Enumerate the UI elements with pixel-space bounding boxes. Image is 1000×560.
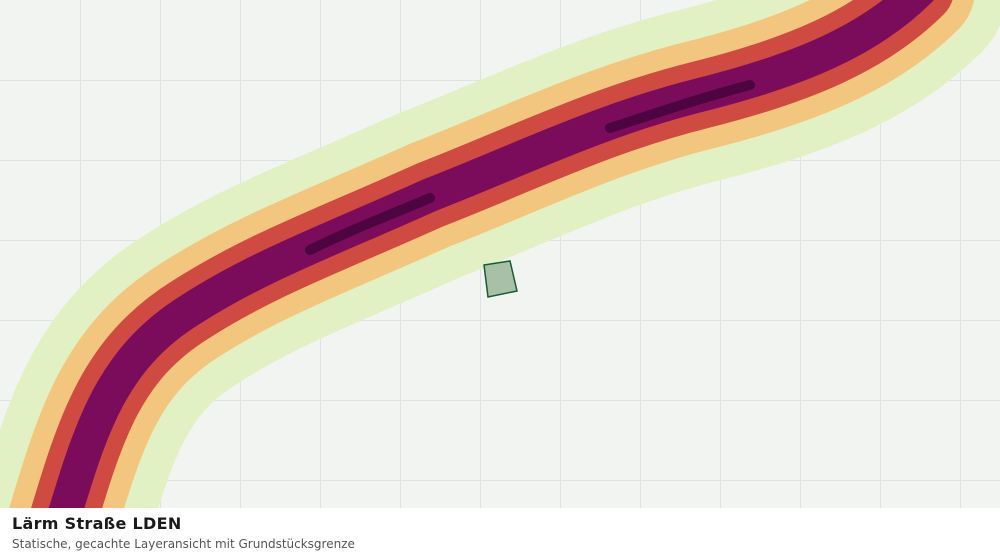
map (0, 0, 1000, 508)
layer-title: Lärm Straße LDEN (12, 514, 182, 533)
noise-band-max (305, 193, 435, 255)
layer-subtitle: Statische, gecachte Layeransicht mit Gru… (12, 537, 355, 551)
legend-footer: Lärm Straße LDEN Statische, gecachte Lay… (0, 508, 1000, 560)
parcel-boundary[interactable] (483, 260, 518, 298)
map-layers (0, 0, 1000, 508)
noise-band-max (605, 80, 755, 133)
noise-bands (0, 0, 1000, 508)
